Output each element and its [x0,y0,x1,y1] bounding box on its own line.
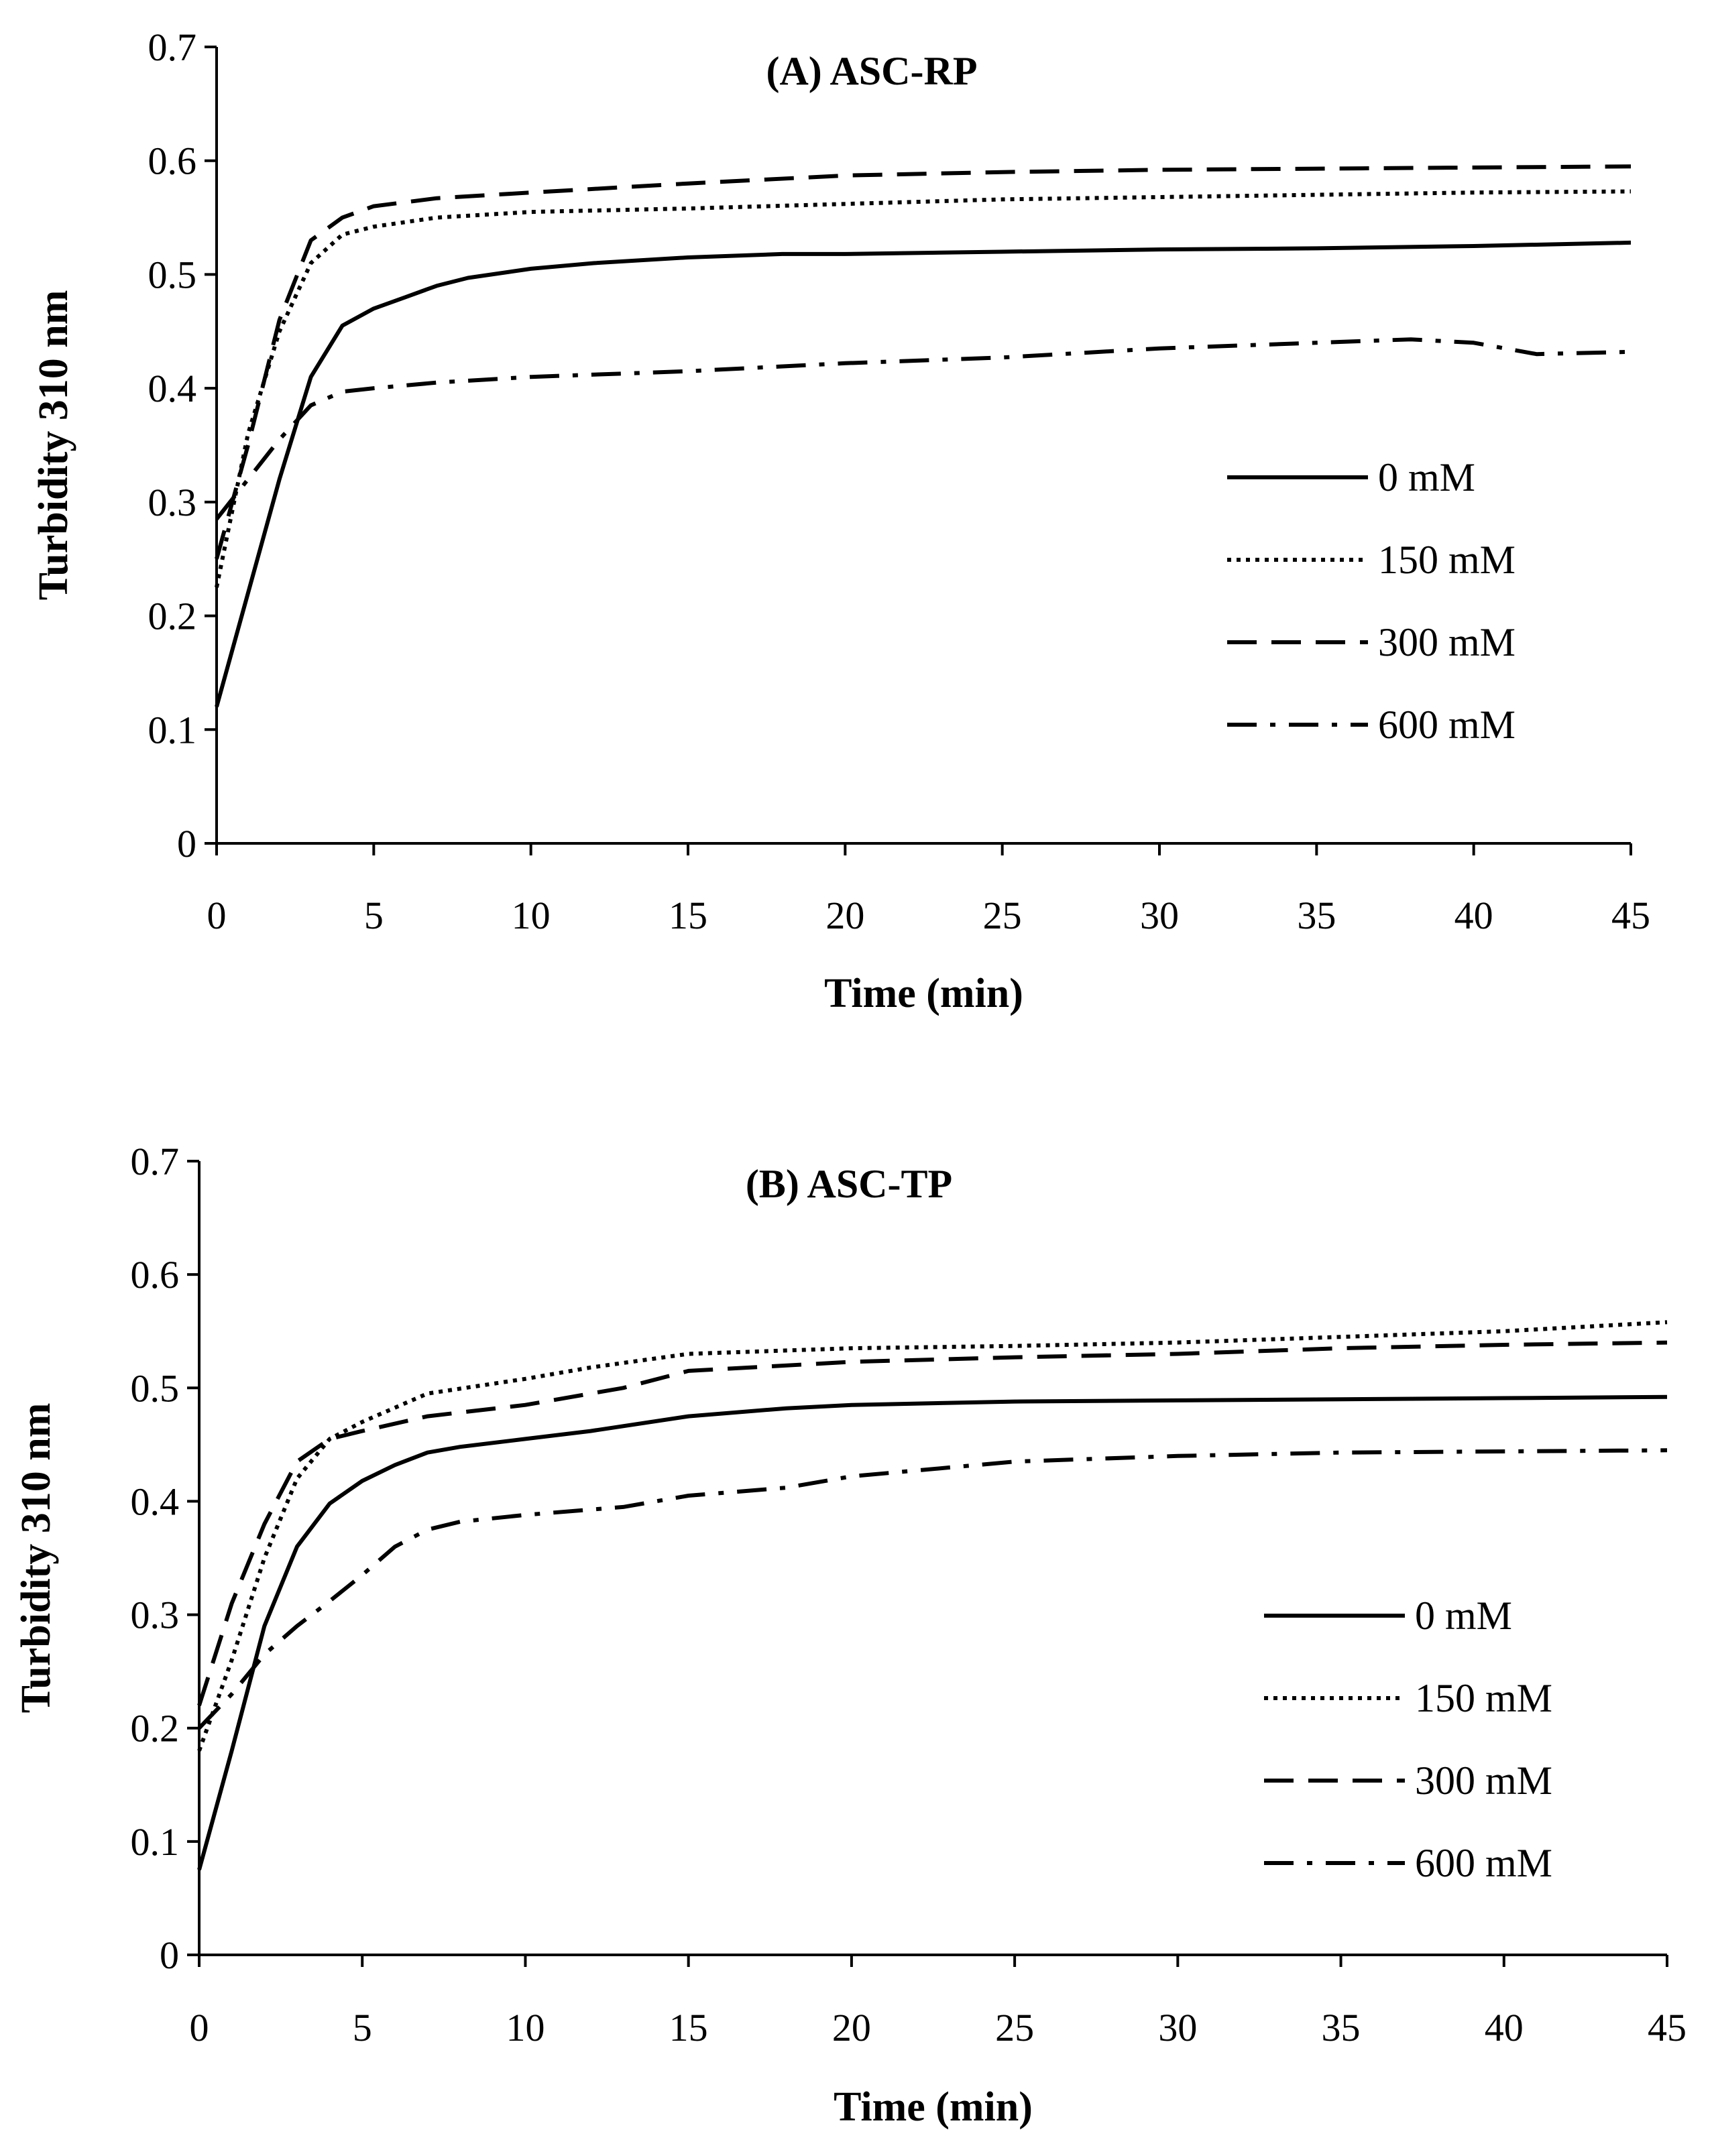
y-axis-title: Turbidity 310 nm [31,290,76,601]
y-tick-label: 0 [177,822,196,865]
chart-panel-b: 0 0.1 0.2 0.3 0.4 0.5 0.6 0.7 0 5 10 15 20 25 30 35 40 45… [13,1140,1687,2130]
y-tick-label: 0.3 [148,481,197,524]
legend-label: 150 mM [1415,1676,1552,1720]
x-tick-label: 45 [1611,894,1650,937]
y-tick-label: 0.5 [131,1366,180,1410]
x-tick-label: 40 [1454,894,1493,937]
x-tick-label: 15 [669,894,707,937]
series-line-0-mm [197,1394,1668,1870]
y-tick-label: 0.2 [131,1707,180,1750]
y-tick-label: 0.6 [131,1253,180,1297]
series-line-0-mm [215,240,1632,708]
y-tick-label: 0.1 [131,1820,180,1864]
y-axis-title: Turbidity 310 nm [13,1403,59,1714]
x-tick-label: 30 [1158,2006,1197,2049]
y-tick-label: 0.2 [148,595,197,638]
series-line-600-mm [197,1448,1668,1730]
series-line-150-mm [215,189,1632,588]
y-tick-label: 0.7 [131,1140,180,1183]
x-tick-label: 35 [1297,894,1336,937]
x-tick-label: 25 [995,2006,1034,2049]
legend-label: 600 mM [1378,703,1516,747]
x-tick-label: 45 [1648,2006,1687,2049]
x-tick-label: 30 [1140,894,1179,937]
series-line-150-mm [197,1320,1668,1752]
series-line-600-mm [215,337,1632,521]
y-tick-label: 0 [160,1933,179,1977]
legend-label: 300 mM [1415,1758,1552,1803]
y-tick-label: 0.1 [148,708,197,752]
chart-title: (A) ASC-RP [766,49,978,93]
legend-label: 300 mM [1378,620,1516,664]
series-line-300-mm [197,1340,1668,1706]
y-tick-label: 0.4 [148,367,197,410]
x-tick-label: 10 [512,894,551,937]
chart-panel-a: 0 0.1 0.2 0.3 0.4 0.5 0.6 0.7 0 5 10 15 20 25 30 35 40 45… [31,25,1650,1016]
legend-label: 0 mM [1378,455,1475,499]
x-tick-label: 25 [983,894,1022,937]
x-tick-label: 10 [506,2006,545,2049]
x-tick-label: 40 [1485,2006,1524,2049]
x-tick-label: 20 [832,2006,871,2049]
x-axis-title: Time (min) [824,971,1023,1016]
legend-label: 150 mM [1378,538,1516,582]
y-tick-label: 0.5 [148,253,197,296]
y-tick-label: 0.4 [131,1480,180,1523]
x-tick-label: 15 [669,2006,708,2049]
x-tick-label: 20 [825,894,864,937]
y-tick-label: 0.3 [131,1594,180,1637]
x-tick-label: 5 [364,894,384,937]
y-tick-label: 0.6 [148,139,197,183]
chart-title: (B) ASC-TP [746,1162,952,1206]
legend-label: 0 mM [1415,1594,1512,1638]
x-tick-label: 0 [190,2006,209,2049]
legend-label: 600 mM [1415,1841,1552,1885]
x-axis-title: Time (min) [834,2084,1033,2130]
series-line-300-mm [215,164,1632,560]
x-tick-label: 35 [1322,2006,1361,2049]
y-tick-label: 0.7 [148,25,197,69]
x-tick-label: 5 [353,2006,372,2049]
x-tick-label: 0 [207,894,227,937]
